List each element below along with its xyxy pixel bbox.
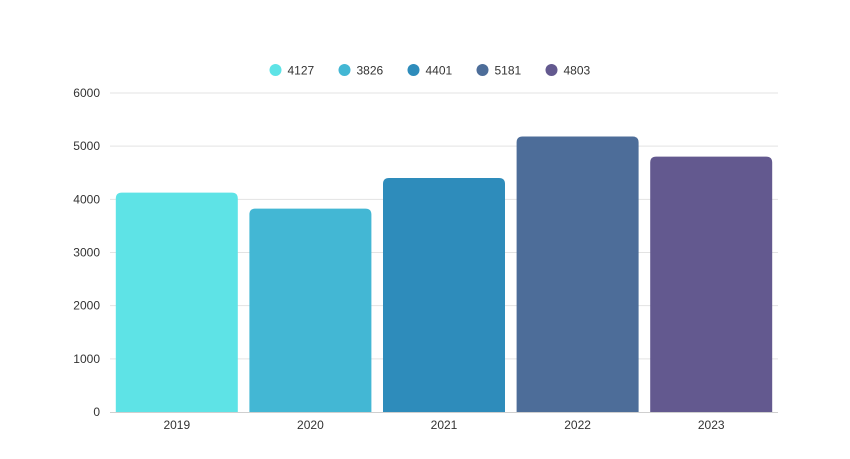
- legend-marker[interactable]: [269, 64, 282, 76]
- y-tick-label: 5000: [73, 139, 100, 153]
- legend-marker[interactable]: [407, 64, 420, 76]
- legend-label[interactable]: 4803: [564, 64, 591, 78]
- legend-label[interactable]: 5181: [495, 64, 522, 78]
- bars: [115, 136, 773, 412]
- legend-marker[interactable]: [338, 64, 351, 76]
- bar-2019[interactable]: [115, 192, 238, 412]
- y-tick-label: 6000: [73, 86, 100, 100]
- axes: 0 1000 2000 3000 4000 5000 6000 2019 2020 2021 202…: [73, 86, 778, 432]
- legend-label[interactable]: 4127: [288, 64, 315, 78]
- bar-2023[interactable]: [650, 156, 773, 412]
- y-tick-label: 4000: [73, 192, 100, 206]
- bar-2021[interactable]: [383, 178, 505, 412]
- x-tick-label: 2019: [163, 418, 190, 432]
- legend-label[interactable]: 3826: [357, 64, 384, 78]
- y-tick-label: 2000: [73, 299, 100, 313]
- x-tick-label: 2020: [297, 418, 324, 432]
- legend: 4127 3826 4401 5181 4803: [269, 64, 591, 78]
- legend-marker[interactable]: [545, 64, 558, 76]
- x-tick-label: 2021: [431, 418, 458, 432]
- bar-2022[interactable]: [516, 136, 639, 412]
- legend-marker[interactable]: [476, 64, 489, 76]
- x-tick-label: 2022: [564, 418, 591, 432]
- y-tick-label: 0: [93, 405, 100, 419]
- x-tick-label: 2023: [698, 418, 725, 432]
- y-tick-label: 1000: [73, 352, 100, 366]
- legend-label[interactable]: 4401: [426, 64, 453, 78]
- bar-2020[interactable]: [249, 208, 372, 412]
- y-tick-label: 3000: [73, 246, 100, 260]
